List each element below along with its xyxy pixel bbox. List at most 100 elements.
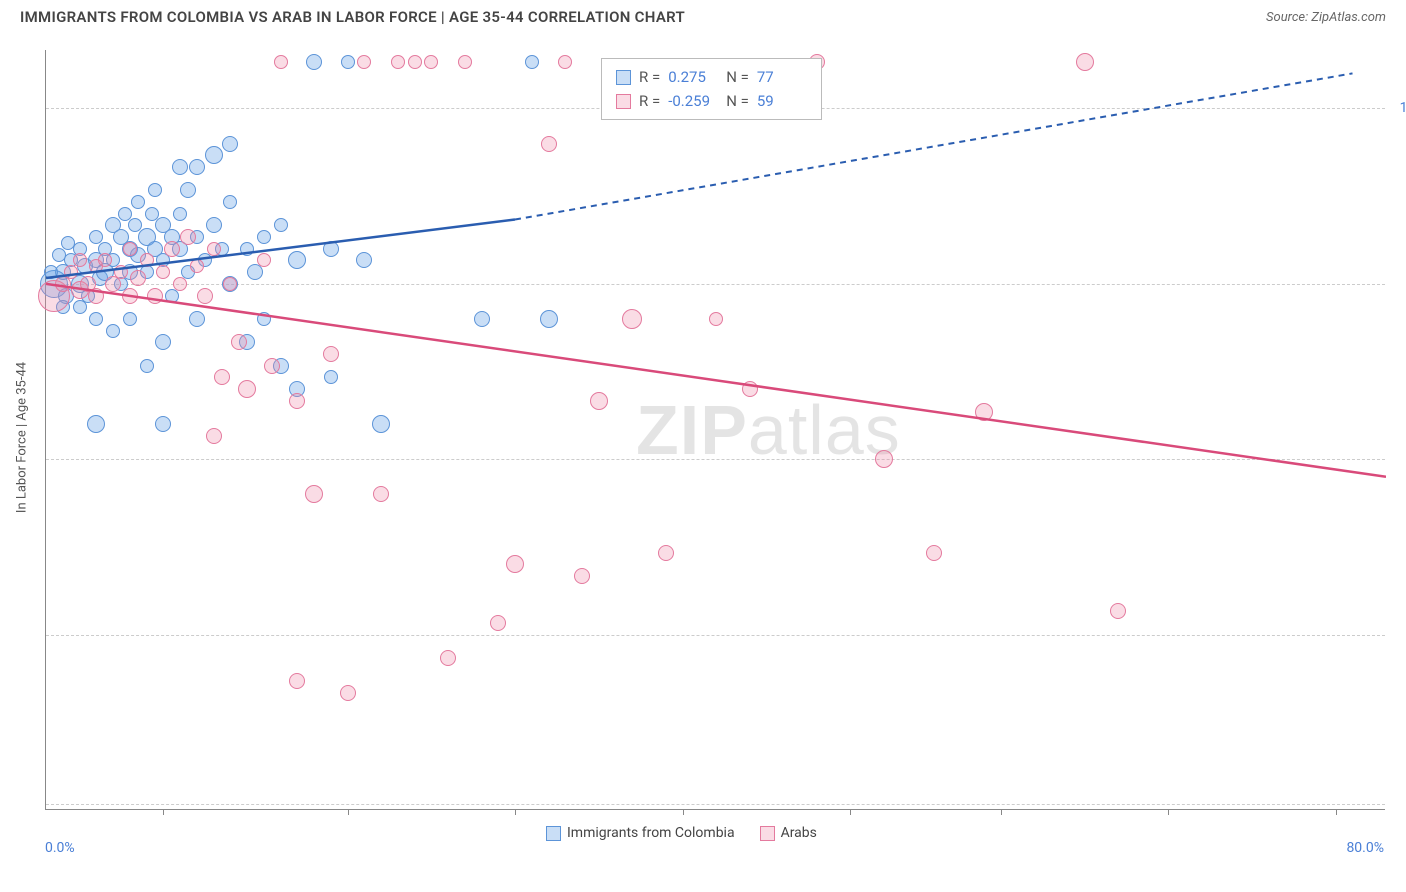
scatter-point	[709, 312, 723, 326]
x-tick	[163, 809, 164, 815]
stat-N-label: N =	[726, 89, 749, 113]
legend-swatch	[760, 826, 775, 841]
stat-R-label: R =	[639, 89, 660, 113]
scatter-point	[173, 207, 187, 221]
scatter-point	[131, 195, 145, 209]
x-tick	[683, 809, 684, 815]
y-axis-label: In Labor Force | Age 35-44	[15, 362, 30, 513]
scatter-point	[288, 251, 306, 269]
scatter-point	[975, 403, 993, 421]
scatter-point	[140, 253, 154, 267]
scatter-point	[164, 241, 180, 257]
stat-R-value: 0.275	[668, 65, 718, 89]
x-tick	[1168, 809, 1169, 815]
y-tick-label: 85.0%	[1390, 276, 1406, 292]
scatter-point	[525, 55, 539, 69]
scatter-point	[257, 312, 271, 326]
scatter-point	[323, 346, 339, 362]
scatter-point	[223, 195, 237, 209]
legend-swatch	[616, 94, 631, 109]
legend-swatch	[546, 826, 561, 841]
scatter-point	[274, 218, 288, 232]
x-tick	[1001, 809, 1002, 815]
scatter-point	[173, 277, 187, 291]
scatter-point	[305, 485, 323, 503]
scatter-point	[391, 55, 405, 69]
scatter-point	[89, 312, 103, 326]
scatter-point	[357, 55, 371, 69]
gridline	[46, 284, 1385, 285]
scatter-point	[114, 265, 128, 279]
scatter-point	[73, 253, 87, 267]
x-tick	[1336, 809, 1337, 815]
scatter-point	[324, 370, 338, 384]
y-tick-label: 55.0%	[1390, 627, 1406, 643]
scatter-point	[558, 55, 572, 69]
scatter-point	[490, 615, 506, 631]
scatter-point	[408, 55, 422, 69]
scatter-point	[541, 136, 557, 152]
scatter-point	[214, 369, 230, 385]
scatter-point	[207, 242, 221, 256]
x-tick	[348, 809, 349, 815]
scatter-point	[340, 685, 356, 701]
scatter-chart: 100.0%85.0%70.0%55.0%ZIPatlasR =0.275N =…	[45, 50, 1385, 810]
scatter-point	[61, 236, 75, 250]
legend-item: Arabs	[760, 825, 817, 841]
scatter-point	[264, 358, 280, 374]
scatter-point	[147, 288, 163, 304]
scatter-point	[205, 146, 223, 164]
scatter-point	[140, 359, 154, 373]
scatter-point	[123, 242, 137, 256]
chart-title: IMMIGRANTS FROM COLOMBIA VS ARAB IN LABO…	[20, 8, 685, 26]
scatter-point	[98, 253, 112, 267]
scatter-point	[231, 334, 247, 350]
scatter-point	[658, 545, 674, 561]
scatter-point	[156, 265, 170, 279]
x-axis-min-label: 0.0%	[45, 840, 75, 856]
scatter-point	[238, 380, 256, 398]
y-tick-label: 100.0%	[1390, 100, 1406, 116]
scatter-point	[155, 416, 171, 432]
x-tick	[850, 809, 851, 815]
scatter-point	[145, 207, 159, 221]
scatter-point	[1110, 603, 1126, 619]
stat-N-label: N =	[726, 65, 749, 89]
x-tick	[515, 809, 516, 815]
source-label: Source: ZipAtlas.com	[1266, 10, 1386, 25]
scatter-point	[875, 450, 893, 468]
scatter-point	[289, 673, 305, 689]
legend-item: Immigrants from Colombia	[546, 825, 735, 841]
scatter-point	[222, 136, 238, 152]
scatter-point	[926, 545, 942, 561]
trend-lines	[46, 50, 1386, 810]
scatter-point	[574, 568, 590, 584]
scatter-point	[257, 230, 271, 244]
legend-stats: R =0.275N =77R =-0.259N =59	[601, 58, 822, 120]
scatter-point	[506, 555, 524, 573]
gridline	[46, 459, 1385, 460]
scatter-point	[424, 55, 438, 69]
scatter-point	[1076, 53, 1094, 71]
scatter-point	[148, 183, 162, 197]
scatter-point	[118, 207, 132, 221]
scatter-point	[88, 288, 104, 304]
scatter-point	[172, 159, 188, 175]
scatter-point	[189, 159, 205, 175]
scatter-point	[356, 252, 372, 268]
scatter-point	[223, 277, 237, 291]
watermark: ZIPatlas	[636, 390, 901, 470]
scatter-point	[257, 253, 271, 267]
scatter-point	[155, 334, 171, 350]
scatter-point	[289, 393, 305, 409]
stat-N-value: 59	[757, 89, 807, 113]
scatter-point	[130, 270, 146, 286]
y-tick-label: 70.0%	[1390, 451, 1406, 467]
scatter-point	[372, 415, 390, 433]
scatter-point	[123, 312, 137, 326]
scatter-point	[44, 265, 58, 279]
scatter-point	[190, 259, 204, 273]
scatter-point	[306, 54, 322, 70]
series-legend: Immigrants from Colombia Arabs	[546, 825, 817, 841]
scatter-point	[240, 242, 254, 256]
